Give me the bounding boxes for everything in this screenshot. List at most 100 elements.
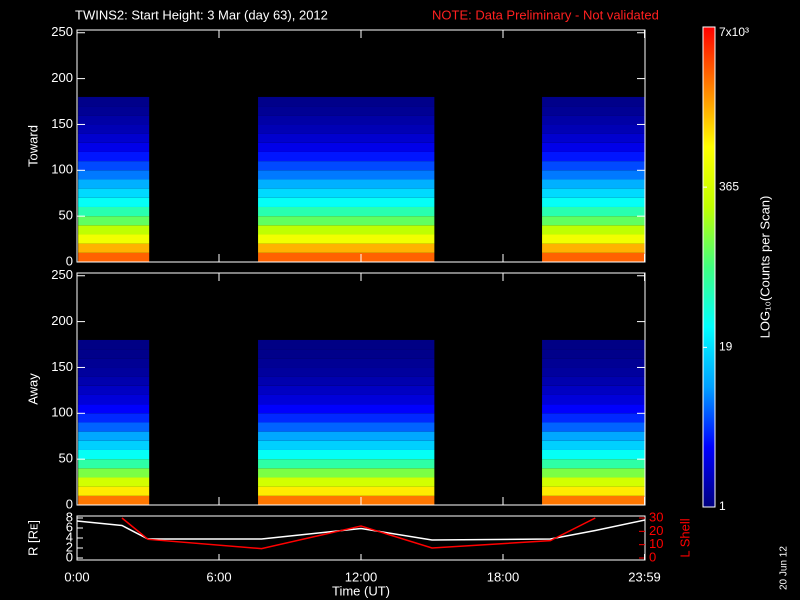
heatmap-cell [542,234,645,244]
heatmap-cell [258,477,435,487]
heatmap-cell [258,179,435,189]
y2-tick-label: 20 [649,523,663,538]
heatmap-cell [258,252,435,262]
heatmap-cell [542,124,645,134]
heatmap-cell [78,431,150,441]
heatmap-cell [258,459,435,469]
heatmap-cell [258,486,435,496]
heatmap-cell [258,243,435,253]
y-tick-label: 2 [66,539,73,554]
heatmap-cell [78,367,150,377]
x-tick-label: 12:00 [345,569,378,584]
heatmap-cell [542,188,645,198]
heatmap-cell [542,422,645,432]
series-line [77,519,645,541]
y-tick-label: 150 [51,116,73,131]
heatmap-cell [258,385,435,395]
heatmap-cell [542,115,645,125]
heatmap-cell [78,197,150,207]
x-axis-label: Time (UT) [332,583,390,598]
heatmap-cell [258,142,435,152]
heatmap-cell [258,394,435,405]
heatmap-cell [78,151,150,162]
colorbar-label: LOG₁₀(Counts per Scan) [757,196,772,339]
y-tick-label: 250 [51,24,73,39]
y2-axis-label: L Shell [677,518,692,557]
heatmap-cell [258,96,435,107]
heatmap-cell [542,96,645,107]
heatmap-cell [78,358,150,368]
y-tick-label: 150 [51,359,73,374]
heatmap-cell [542,161,645,171]
heatmap-cell [542,449,645,460]
y-tick-label: 250 [51,267,73,282]
heatmap-cell [542,252,645,262]
heatmap-cell [258,151,435,162]
y-tick-label: 50 [59,451,73,466]
heatmap-cell [542,431,645,441]
heatmap-cell [542,459,645,469]
y-tick-label: 0 [66,549,73,564]
heatmap-cell [78,495,150,505]
heatmap-cell [78,234,150,244]
heatmap-cell [78,376,150,386]
heatmap-cell [542,339,645,350]
heatmap-cell [258,133,435,143]
heatmap-cell [542,142,645,152]
heatmap-cell [542,106,645,116]
x-tick-label: 6:00 [206,569,231,584]
heatmap-cell [78,349,150,359]
heatmap-cell [258,197,435,207]
y-tick-label: 0 [66,496,73,511]
x-tick-label: 23:59 [628,569,661,584]
heatmap-cell [542,243,645,253]
stamp: 20 Jun 12 [779,546,790,590]
heatmap-cell [258,468,435,478]
y-tick-label: 0 [66,253,73,268]
y2-tick-label: 0 [649,549,656,564]
y-tick-label: 6 [66,519,73,534]
heatmap-cell [258,367,435,377]
plot-lines [77,517,645,550]
heatmap-cell [258,376,435,386]
series-line [121,517,596,550]
heatmap-cell [542,179,645,189]
heatmap-cell [78,440,150,450]
heatmap-cell [78,413,150,423]
y2-tick-label: 30 [649,509,663,524]
heatmap-cell [258,358,435,368]
y-axis-label: Toward [25,125,40,167]
y-tick-label: 100 [51,162,73,177]
heatmap-cell [542,216,645,226]
y-tick-label: 4 [66,529,73,544]
colorbar [702,26,716,508]
heatmap-cell [542,468,645,478]
heatmap-cell [542,376,645,386]
heatmap-cell [78,179,150,189]
heatmap-cell [78,449,150,460]
heatmap-cell [258,216,435,226]
heatmap-cell [258,225,435,235]
title: TWINS2: Start Height: 3 Mar (day 63), 20… [75,7,328,22]
heatmap-cell [258,206,435,217]
y-tick-label: 100 [51,405,73,420]
heatmap-cell [78,422,150,432]
heatmap-cell [258,161,435,171]
heatmap-cell [542,197,645,207]
heatmap-cell [78,252,150,262]
heatmap-cell [78,133,150,143]
y-tick-label: 8 [66,509,73,524]
heatmap-cell [78,142,150,152]
heatmap-cell [258,170,435,180]
heatmap-cell [78,115,150,125]
heatmap-cell [78,385,150,395]
heatmap-cell [258,422,435,432]
heatmap-cell [542,349,645,359]
y2-tick-label: 10 [649,536,663,551]
note: NOTE: Data Preliminary - Not validated [432,7,659,22]
heatmap-cell [78,459,150,469]
heatmap-cell [258,188,435,198]
heatmap-cell [78,170,150,180]
heatmap-cell [542,404,645,414]
